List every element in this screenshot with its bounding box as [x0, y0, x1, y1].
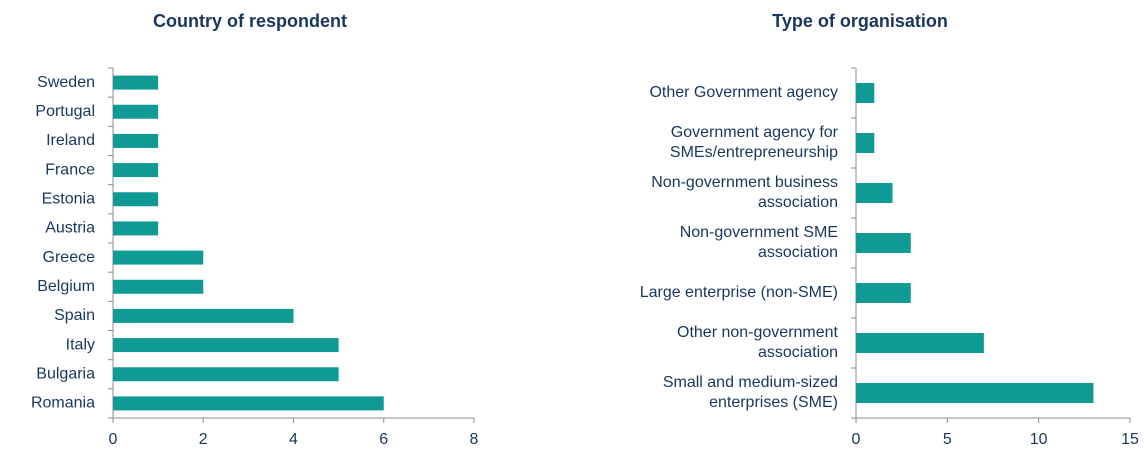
bar	[113, 338, 339, 353]
y-tick-label: Austria	[45, 220, 95, 237]
y-tick-label: Italy	[66, 336, 95, 353]
x-tick-label: 5	[943, 431, 952, 448]
y-tick-label: Spain	[54, 307, 95, 324]
bar	[113, 163, 159, 178]
x-tick-label: 6	[379, 431, 388, 448]
y-tick-label: Government agency for SMEs/entrepreneursh…	[670, 124, 839, 161]
x-tick-label: 0	[852, 431, 861, 448]
y-tick-label: Other Government agency	[649, 84, 838, 101]
y-tick-label: Small and medium-sized enterprises (SME)	[663, 374, 838, 411]
y-tick-label: Romania	[31, 395, 95, 412]
x-tick-label: 0	[109, 431, 118, 448]
bar	[856, 83, 875, 103]
y-tick-label: Belgium	[37, 278, 95, 295]
y-tick-label: Non-government SME association	[680, 224, 838, 261]
x-tick-label: 15	[1121, 431, 1139, 448]
x-tick-label: 10	[1030, 431, 1048, 448]
y-tick-label: Other non-government association	[677, 324, 839, 361]
y-tick-label: Non-government business association	[651, 174, 838, 211]
x-tick-label: 2	[199, 431, 208, 448]
bar	[113, 221, 159, 236]
bar	[113, 367, 339, 382]
y-tick-label: Greece	[43, 249, 96, 266]
y-tick-label: Large enterprise (non-SME)	[640, 284, 838, 301]
y-tick-label: Bulgaria	[36, 365, 95, 382]
bar	[856, 333, 984, 353]
bar	[113, 75, 159, 90]
y-tick-label: France	[45, 161, 95, 178]
chart-title: Country of respondent	[153, 11, 347, 31]
bar	[113, 250, 204, 265]
x-tick-label: 8	[470, 431, 479, 448]
bar	[856, 133, 875, 153]
y-tick-label: Sweden	[37, 74, 95, 91]
bar	[113, 192, 159, 207]
y-tick-label: Ireland	[46, 132, 95, 149]
y-tick-label: Portugal	[35, 103, 95, 120]
bar	[113, 308, 294, 323]
bar	[113, 396, 384, 411]
bar	[856, 283, 911, 303]
bar	[113, 104, 159, 119]
bar	[856, 383, 1094, 403]
bar	[856, 183, 893, 203]
bar	[856, 233, 911, 253]
y-tick-label: Estonia	[42, 190, 95, 207]
x-tick-label: 4	[289, 431, 298, 448]
bar	[113, 133, 159, 148]
bar	[113, 279, 204, 294]
chart-title: Type of organisation	[772, 11, 948, 31]
